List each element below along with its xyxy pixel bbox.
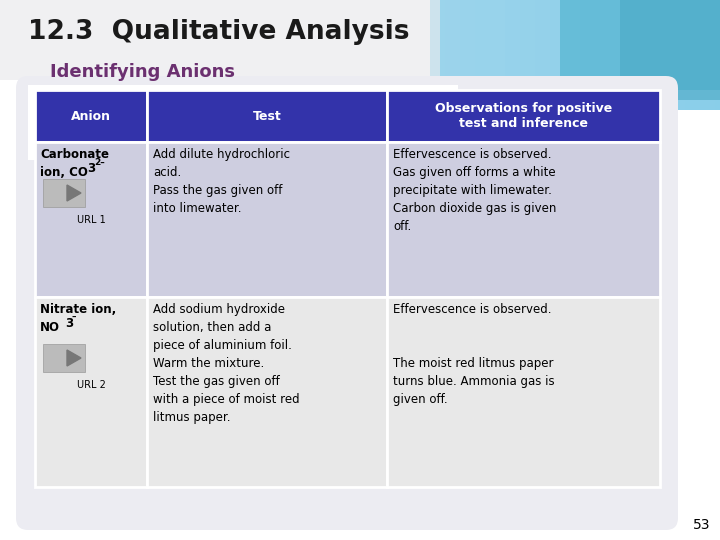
- Bar: [670, 0, 685, 110]
- Text: 53: 53: [693, 518, 710, 532]
- Bar: [387, 297, 660, 487]
- Text: Identifying Anions: Identifying Anions: [50, 63, 235, 81]
- Bar: [430, 0, 445, 110]
- Bar: [560, 0, 720, 90]
- Bar: [595, 0, 610, 110]
- Text: Nitrate ion,
NO: Nitrate ion, NO: [40, 303, 116, 334]
- Bar: [0, 0, 720, 80]
- Text: Carbonate
ion, CO: Carbonate ion, CO: [40, 148, 109, 179]
- Bar: [460, 0, 475, 110]
- Bar: [475, 0, 490, 110]
- Bar: [147, 142, 387, 297]
- Text: 3: 3: [87, 162, 95, 175]
- Bar: [43, 344, 85, 372]
- Bar: [620, 0, 720, 100]
- Text: Anion: Anion: [71, 110, 111, 123]
- Text: 3: 3: [65, 317, 73, 330]
- Bar: [700, 0, 715, 110]
- Bar: [550, 0, 565, 110]
- Text: Add sodium hydroxide
solution, then add a
piece of aluminium foil.
Warm the mixt: Add sodium hydroxide solution, then add …: [153, 303, 300, 424]
- Bar: [625, 0, 640, 110]
- Text: Add dilute hydrochloric
acid.
Pass the gas given off
into limewater.: Add dilute hydrochloric acid. Pass the g…: [153, 148, 290, 215]
- Bar: [655, 0, 670, 110]
- FancyBboxPatch shape: [16, 76, 678, 530]
- Text: 2–: 2–: [94, 158, 104, 167]
- Bar: [387, 90, 660, 142]
- Bar: [35, 142, 147, 297]
- Bar: [490, 0, 505, 110]
- Bar: [535, 0, 550, 110]
- Text: URL 2: URL 2: [76, 380, 105, 390]
- Bar: [685, 0, 700, 110]
- Text: Test: Test: [253, 110, 282, 123]
- Bar: [520, 0, 535, 110]
- Bar: [610, 0, 625, 110]
- Bar: [445, 0, 460, 110]
- Bar: [147, 90, 387, 142]
- Bar: [147, 297, 387, 487]
- Bar: [715, 0, 720, 110]
- Bar: [387, 142, 660, 297]
- Polygon shape: [67, 185, 81, 201]
- Text: Effervescence is observed.


The moist red litmus paper
turns blue. Ammonia gas : Effervescence is observed. The moist red…: [393, 303, 554, 406]
- Bar: [43, 179, 85, 207]
- Text: Observations for positive
test and inference: Observations for positive test and infer…: [435, 102, 612, 130]
- Bar: [28, 85, 458, 160]
- Bar: [505, 0, 520, 110]
- Polygon shape: [67, 350, 81, 366]
- Bar: [35, 297, 147, 487]
- Bar: [35, 90, 147, 142]
- Text: Effervescence is observed.
Gas given off forms a white
precipitate with limewate: Effervescence is observed. Gas given off…: [393, 148, 557, 233]
- Text: 12.3  Qualitative Analysis: 12.3 Qualitative Analysis: [28, 19, 410, 45]
- Bar: [640, 0, 655, 110]
- Bar: [565, 0, 580, 110]
- Bar: [440, 0, 720, 110]
- Bar: [580, 0, 595, 110]
- Text: URL 1: URL 1: [76, 215, 105, 225]
- Text: –: –: [72, 313, 76, 322]
